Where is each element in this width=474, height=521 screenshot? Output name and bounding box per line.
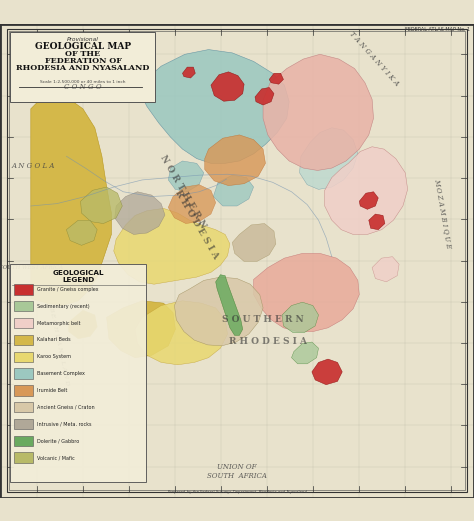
Polygon shape [182, 67, 195, 78]
Text: C O N G O: C O N G O [64, 83, 102, 92]
Text: N O R T H E R N: N O R T H E R N [158, 154, 207, 230]
Polygon shape [216, 275, 243, 336]
Polygon shape [255, 88, 274, 105]
Bar [14, 452, 33, 463]
Polygon shape [325, 147, 408, 234]
Polygon shape [254, 253, 359, 331]
Text: M O Z A M B I Q U E: M O Z A M B I Q U E [433, 178, 453, 249]
Text: GEOLOGICAL
LEGEND: GEOLOGICAL LEGEND [53, 270, 104, 283]
Bar [14, 436, 33, 446]
Text: Kalahari Beds: Kalahari Beds [37, 338, 71, 342]
Polygon shape [140, 49, 289, 163]
Polygon shape [292, 342, 319, 364]
Bar [14, 402, 33, 413]
Polygon shape [114, 208, 230, 284]
Bar [14, 419, 33, 429]
Bar [14, 385, 33, 395]
Polygon shape [31, 92, 111, 305]
Bar [14, 334, 33, 345]
Text: Sedimentary (recent): Sedimentary (recent) [37, 304, 90, 309]
Polygon shape [369, 214, 385, 230]
Bar [14, 301, 33, 312]
Text: SOUTH WEST AFRICA: SOUTH WEST AFRICA [0, 265, 63, 270]
Text: Dolerite / Gabbro: Dolerite / Gabbro [37, 438, 79, 443]
Text: GEOLOGICAL MAP: GEOLOGICAL MAP [35, 42, 131, 52]
Bar [14, 284, 33, 295]
Polygon shape [372, 257, 399, 282]
Text: Volcanic / Mafic: Volcanic / Mafic [37, 455, 75, 460]
Polygon shape [263, 54, 374, 170]
Text: OF THE: OF THE [65, 50, 100, 58]
Text: R H O D E S I A: R H O D E S I A [173, 189, 220, 261]
Text: FEDERAL ATLAS MAP No. 1: FEDERAL ATLAS MAP No. 1 [405, 27, 470, 32]
Polygon shape [81, 187, 122, 224]
Polygon shape [205, 135, 265, 185]
Polygon shape [66, 220, 97, 245]
Polygon shape [312, 359, 342, 384]
Polygon shape [115, 192, 165, 234]
Polygon shape [269, 73, 283, 84]
Polygon shape [232, 224, 276, 262]
Bar [10, 264, 146, 482]
Polygon shape [174, 277, 263, 346]
Polygon shape [211, 72, 244, 101]
Text: Prepared by the Federal Surveys Department, Rhodesia and Nyasaland: Prepared by the Federal Surveys Departme… [167, 490, 307, 494]
Text: Basement Complex: Basement Complex [37, 371, 85, 376]
Text: FEDERATION OF: FEDERATION OF [45, 57, 121, 65]
Text: Metamorphic belt: Metamorphic belt [37, 320, 81, 326]
Text: T A N G A N Y I K A: T A N G A N Y I K A [348, 30, 401, 88]
Text: Karoo System: Karoo System [37, 354, 71, 359]
Text: Granite / Gneiss complex: Granite / Gneiss complex [37, 287, 99, 292]
Polygon shape [69, 311, 97, 339]
Polygon shape [300, 128, 358, 190]
Text: Provisional: Provisional [67, 37, 99, 42]
Polygon shape [359, 192, 378, 209]
Polygon shape [135, 301, 228, 365]
Text: B E C H U A N A L A N D: B E C H U A N A L A N D [48, 306, 70, 386]
Text: RHODESIA AND NYASALAND: RHODESIA AND NYASALAND [16, 64, 150, 72]
Text: S O U T H E R N: S O U T H E R N [222, 315, 304, 324]
Text: UNION OF: UNION OF [217, 463, 257, 470]
Polygon shape [107, 301, 175, 358]
Bar [14, 368, 33, 379]
Text: A N G O L A: A N G O L A [11, 162, 55, 170]
Polygon shape [168, 184, 216, 224]
Text: R H O D E S I A: R H O D E S I A [229, 337, 307, 345]
Text: Irumide Belt: Irumide Belt [37, 388, 67, 393]
Bar [14, 318, 33, 328]
Text: Ancient Gneiss / Craton: Ancient Gneiss / Craton [37, 405, 95, 410]
Text: Intrusive / Meta. rocks: Intrusive / Meta. rocks [37, 421, 91, 427]
Polygon shape [168, 161, 204, 192]
Text: SOUTH  AFRICA: SOUTH AFRICA [207, 472, 267, 480]
Polygon shape [282, 302, 319, 332]
Bar [10, 32, 155, 102]
Text: Scale 1:2,500,000 or 40 miles to 1 inch: Scale 1:2,500,000 or 40 miles to 1 inch [40, 80, 126, 84]
Bar [14, 352, 33, 362]
Polygon shape [213, 175, 254, 206]
